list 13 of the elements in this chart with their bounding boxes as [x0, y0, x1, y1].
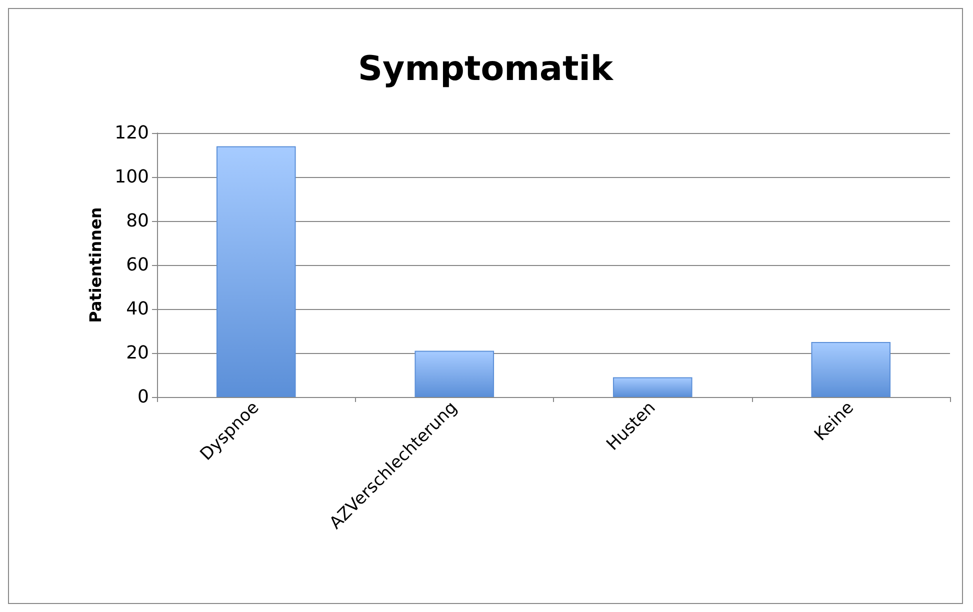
chart-title: Symptomatik — [358, 49, 614, 89]
bar — [216, 146, 296, 397]
y-tick-label: 60 — [126, 254, 149, 276]
y-axis-title: Patientinnen — [86, 207, 106, 323]
y-tick-label: 20 — [126, 342, 149, 364]
bar — [811, 342, 891, 397]
y-tick-label: 100 — [114, 166, 149, 188]
y-tick-label: 40 — [126, 298, 149, 320]
bar — [612, 377, 692, 397]
bar — [414, 350, 494, 397]
y-tick-label: 0 — [138, 386, 149, 408]
y-tick-label: 80 — [126, 210, 149, 232]
y-tick-label: 120 — [114, 122, 149, 144]
